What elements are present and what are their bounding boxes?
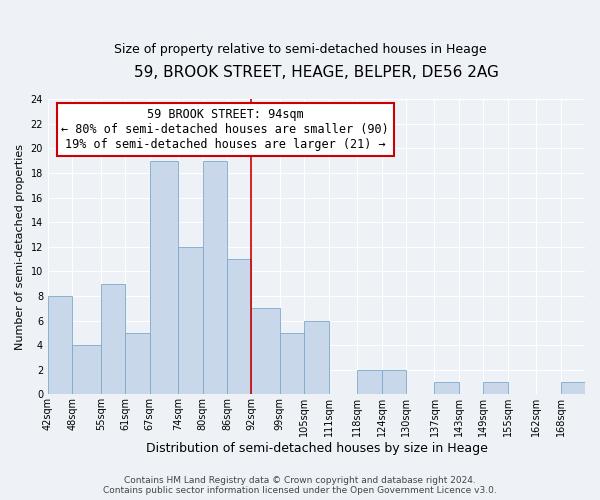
Text: Size of property relative to semi-detached houses in Heage: Size of property relative to semi-detach… — [113, 42, 487, 56]
X-axis label: Distribution of semi-detached houses by size in Heage: Distribution of semi-detached houses by … — [146, 442, 487, 455]
Bar — [149, 160, 178, 394]
Bar — [101, 284, 125, 395]
Y-axis label: Number of semi-detached properties: Number of semi-detached properties — [15, 144, 25, 350]
Bar — [73, 345, 101, 395]
Bar — [382, 370, 406, 394]
Bar — [560, 382, 585, 394]
Text: Contains HM Land Registry data © Crown copyright and database right 2024.
Contai: Contains HM Land Registry data © Crown c… — [103, 476, 497, 495]
Bar — [280, 333, 304, 394]
Bar — [357, 370, 382, 394]
Text: 59 BROOK STREET: 94sqm
← 80% of semi-detached houses are smaller (90)
19% of sem: 59 BROOK STREET: 94sqm ← 80% of semi-det… — [61, 108, 389, 151]
Bar — [434, 382, 459, 394]
Bar — [304, 320, 329, 394]
Bar — [251, 308, 280, 394]
Bar — [227, 259, 251, 394]
Bar — [203, 160, 227, 394]
Bar — [125, 333, 149, 394]
Bar — [483, 382, 508, 394]
Title: 59, BROOK STREET, HEAGE, BELPER, DE56 2AG: 59, BROOK STREET, HEAGE, BELPER, DE56 2A… — [134, 65, 499, 80]
Bar — [178, 247, 203, 394]
Bar — [48, 296, 73, 394]
